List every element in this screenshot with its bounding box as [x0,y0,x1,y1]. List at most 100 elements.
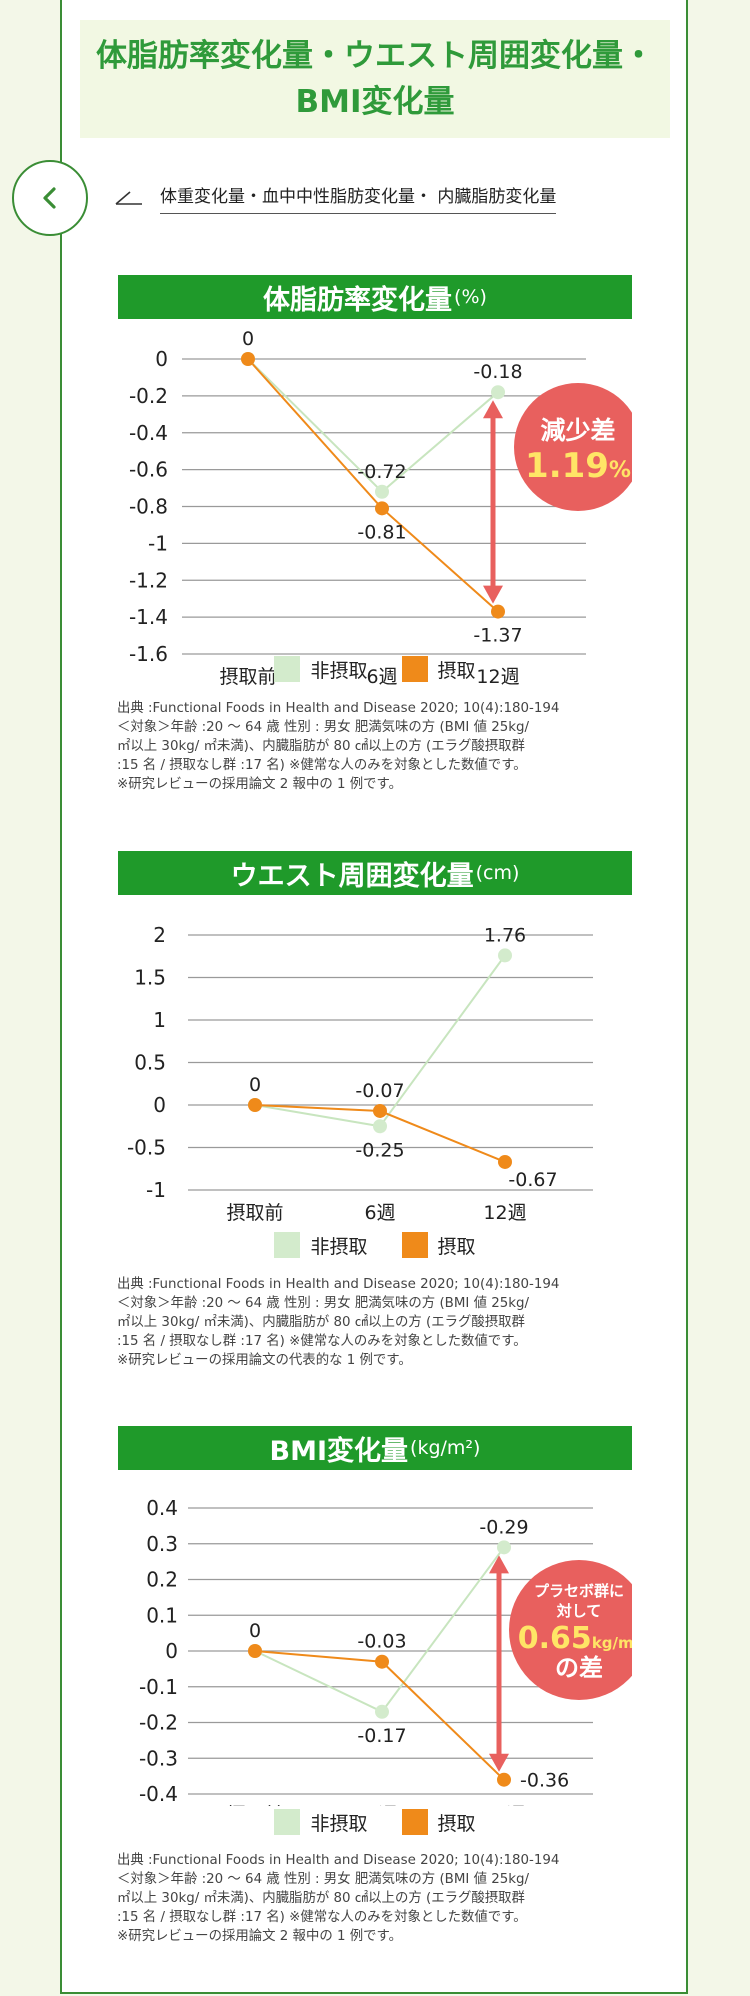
x-tick-label: 12週 [476,666,519,688]
y-tick-label: 0 [153,1093,166,1117]
y-tick-label: -0.2 [139,1711,178,1735]
data-point-intake [373,1103,387,1118]
difference-arrow-head-top [483,400,503,419]
note-line: :15 名 / 摂取なし群 :17 名) ※健常な人のみを対象とした数値です。 [117,1910,527,1925]
data-point-no-intake [373,1119,387,1134]
chart-title: ウエスト周囲変化量 [230,860,474,892]
x-tick-label: 6週 [366,666,397,688]
page-title-line-2: BMI変化量 [295,84,455,120]
note-line: :15 名 / 摂取なし群 :17 名) ※健常な人のみを対象とした数値です。 [117,758,527,773]
difference-badge-value: 1.19% [525,446,631,486]
chart-unit: (cm) [475,862,520,884]
x-tick-label: 6週 [364,1202,395,1224]
difference-badge-value: 0.65kg/m² [518,1621,632,1656]
x-tick-label: 摂取前 [226,1804,283,1806]
page-title-line-1: 体脂肪率変化量・ウエスト周囲変化量・ [96,38,654,74]
legend-swatch-no-intake [274,656,301,682]
difference-badge-circle [514,383,632,511]
chart-title: BMI変化量 [269,1435,409,1467]
data-label: 0 [249,1620,261,1642]
note-line: 出典 :Functional Foods in Health and Disea… [117,701,560,716]
data-label: -1.37 [473,625,522,647]
note-line: ※研究レビューの採用論文 2 報中の 1 例です。 [117,1929,402,1944]
legend-item-no-intake: 非摂取 [274,656,368,683]
data-point-intake [241,352,255,366]
y-tick-label: 1.5 [134,966,166,990]
note-line: ＜対象＞年齢 :20 〜 64 歳 性別 : 男女 肥満気味の方 (BMI 値 … [117,720,530,735]
note-line: :15 名 / 摂取なし群 :17 名) ※健常な人のみを対象とした数値です。 [117,1334,527,1349]
difference-arrow-head-bottom [489,1753,509,1772]
chart-source-note: 出典 :Functional Foods in Health and Disea… [117,1275,637,1370]
related-charts-link[interactable]: 体重変化量・血中中性脂肪変化量・ 内臓脂肪変化量 [112,180,640,216]
chart-legend: 非摂取 摂取 [118,1230,632,1260]
legend-item-intake: 摂取 [401,1809,476,1836]
y-tick-label: -0.1 [139,1675,178,1699]
y-tick-label: -0.3 [139,1746,178,1770]
y-tick-label: -1.4 [129,605,168,629]
y-tick-label: 0.2 [146,1568,178,1592]
data-label: 1.76 [484,924,526,946]
difference-arrow-head-top [489,1555,509,1574]
legend-item-intake: 摂取 [401,1232,476,1259]
legend-swatch-no-intake [274,1232,301,1258]
data-point-intake [498,1154,512,1169]
legend-swatch-intake [401,1809,428,1835]
chart-waist-plot: 2 1.5 1 0.5 0 -0.5 -1 摂取前 6週 12週 0 -0.07 -0.25 1.76 -0… [127,923,593,1224]
chart-legend: 非摂取 摂取 [118,654,632,684]
note-line: ※研究レビューの採用論文の代表的な 1 例です。 [117,1353,412,1368]
y-tick-label: -0.2 [129,384,168,408]
chart-bmi-plot: 0.4 0.3 0.2 0.1 0 -0.1 -0.2 -0.3 -0.4 摂取前 6週 12週 0 -0… [139,1496,632,1806]
data-point-intake [375,1654,389,1669]
arrow-up-right-icon [115,191,142,205]
data-point-intake [491,604,505,619]
chart-header: 体脂肪率変化量 (%) [118,275,632,319]
chart-source-note: 出典 :Functional Foods in Health and Disea… [117,699,637,794]
data-point-no-intake [491,385,505,400]
chart-legend: 非摂取 摂取 [118,1807,632,1837]
data-label: -0.67 [508,1169,557,1191]
data-point-no-intake [498,948,512,963]
y-tick-label: 0.1 [146,1603,178,1627]
data-label: -0.17 [357,1725,406,1747]
chevron-left-icon [43,187,56,209]
note-line: 出典 :Functional Foods in Health and Disea… [117,1853,560,1868]
x-tick-label: 12週 [482,1804,525,1806]
y-tick-label: -0.8 [129,495,168,519]
x-tick-label: 6週 [366,1804,397,1806]
data-point-no-intake [375,484,389,499]
data-point-no-intake [375,1704,389,1719]
note-line: 出典 :Functional Foods in Health and Disea… [117,1277,560,1292]
y-tick-label: 0.4 [146,1496,178,1520]
data-label: 0 [242,328,254,350]
chart-unit: (kg/m²) [410,1437,481,1459]
legend-swatch-intake [401,1232,428,1258]
back-button[interactable] [12,160,88,236]
legend-swatch-intake [401,656,428,682]
y-tick-label: 0 [155,347,168,371]
y-tick-label: 2 [153,923,166,947]
data-label: -0.29 [479,1516,528,1538]
legend-label-intake: 摂取 [437,1812,476,1835]
y-tick-label: -0.4 [139,1782,178,1806]
x-tick-label: 摂取前 [219,666,276,688]
related-charts-link-text: 体重変化量・血中中性脂肪変化量・ 内臓脂肪変化量 [160,182,557,214]
y-tick-label: -1.6 [129,642,168,666]
chart-body-fat-plot: 0 -0.2 -0.4 -0.6 -0.8 -1 -1.2 -1.4 -1.6 摂取前 6週 12週 0… [129,328,632,688]
x-tick-label: 摂取前 [226,1202,283,1224]
legend-item-no-intake: 非摂取 [274,1232,368,1259]
y-tick-label: -1 [148,531,168,555]
data-point-intake [248,1098,262,1112]
legend-item-intake: 摂取 [401,656,476,683]
data-point-no-intake [497,1540,511,1555]
difference-badge-circle [509,1560,632,1700]
note-line: ＜対象＞年齢 :20 〜 64 歳 性別 : 男女 肥満気味の方 (BMI 値 … [117,1872,530,1887]
y-tick-label: -0.6 [129,458,168,482]
y-tick-label: 0.3 [146,1532,178,1556]
difference-badge-label: 対して [556,1602,602,1620]
note-line: ＜対象＞年齢 :20 〜 64 歳 性別 : 男女 肥満気味の方 (BMI 値 … [117,1296,530,1311]
legend-swatch-no-intake [274,1809,301,1835]
x-tick-label: 12週 [483,1202,526,1224]
data-label: -0.18 [473,361,522,383]
